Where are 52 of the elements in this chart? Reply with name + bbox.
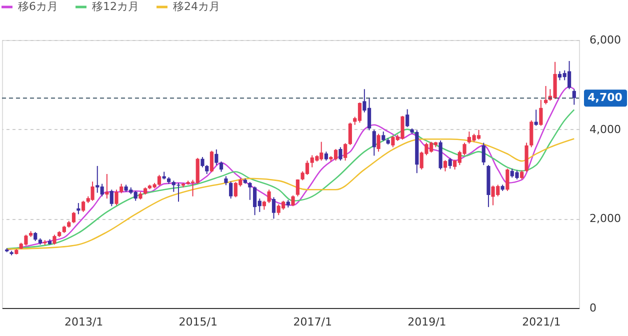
candlestick — [72, 211, 76, 224]
candlestick — [120, 183, 124, 194]
y-tick-label: 4,000 — [590, 122, 621, 136]
candlestick — [482, 142, 486, 166]
candlestick — [210, 150, 214, 173]
candlestick — [214, 148, 218, 166]
candlestick — [476, 129, 481, 140]
candlestick — [52, 234, 56, 246]
candlestick — [229, 181, 233, 200]
candlestick — [372, 129, 376, 156]
x-tick-label: 2017/1 — [293, 316, 332, 328]
x-tick-label: 2019/1 — [408, 316, 446, 328]
candlestick — [272, 196, 276, 220]
x-tick-label: 2021/1 — [522, 316, 561, 328]
candlestick — [305, 160, 310, 176]
ref-line-label: 4,700 — [588, 91, 623, 104]
legend-label: 移12カ月 — [92, 0, 139, 13]
x-tick-label: 2013/1 — [64, 316, 104, 328]
candlestick — [291, 194, 295, 207]
candlestick — [105, 174, 109, 200]
candlestick — [567, 60, 572, 90]
candlestick — [382, 131, 386, 142]
candlestick — [200, 156, 204, 168]
x-tick-label: 2015/1 — [178, 316, 218, 328]
candlestick — [267, 189, 271, 204]
legend-label: 移6カ月 — [18, 0, 58, 13]
y-tick-label: 6,000 — [590, 34, 621, 46]
candlestick — [506, 168, 510, 192]
candlestick — [157, 174, 162, 186]
candlestick — [539, 99, 543, 126]
candlestick — [248, 182, 252, 200]
candlestick — [110, 189, 114, 207]
candlestick — [530, 120, 534, 148]
candlestick — [344, 142, 348, 162]
candlestick — [406, 108, 410, 128]
candlestick — [219, 160, 224, 172]
candlestick — [338, 146, 342, 162]
candlestick — [348, 122, 352, 146]
candlestick — [376, 133, 380, 152]
candlestick — [443, 160, 448, 172]
y-tick-label: 0 — [590, 302, 596, 314]
candlestick — [544, 86, 548, 105]
candlestick — [81, 200, 86, 212]
legend-label: 移24カ月 — [173, 0, 220, 13]
line-series — [6, 138, 575, 250]
candlestick — [114, 189, 118, 206]
y-tick-label: 2,000 — [590, 212, 621, 226]
candlestick — [572, 88, 576, 106]
candlestick — [90, 181, 94, 202]
candlestick — [448, 157, 452, 170]
candlestick — [296, 178, 300, 197]
candlestick — [534, 109, 538, 126]
